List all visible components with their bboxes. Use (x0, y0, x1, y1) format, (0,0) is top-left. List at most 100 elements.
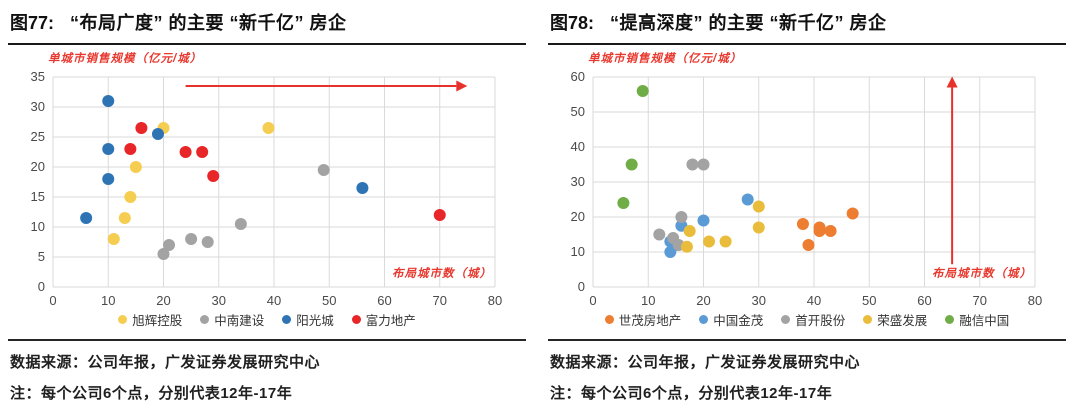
legend-label: 旭辉控股 (132, 313, 183, 328)
data-point (129, 161, 142, 173)
x-tick-label: 50 (862, 293, 876, 308)
x-axis-label: 布局城市数（城） (932, 268, 1032, 280)
legend-item: 旭辉控股 (118, 310, 182, 329)
y-tick-label: 20 (31, 159, 45, 174)
figure-78-legend: 世茂房地产 中国金茂 首开股份 荣盛发展 融信中国 (548, 309, 1066, 329)
legend-swatch (945, 314, 955, 324)
data-point (124, 191, 137, 203)
data-point (433, 209, 446, 221)
figure-77-header: 图77: “布局广度” 的主要 “新千亿” 房企 (8, 5, 526, 45)
trend-arrowhead (456, 80, 468, 92)
data-point (234, 218, 247, 230)
legend-item: 世茂房地产 (604, 310, 682, 329)
legend-label: 富力地产 (365, 313, 416, 328)
y-tick-label: 25 (31, 129, 45, 144)
figure-78-header: 图78: “提高深度” 的主要 “新千亿” 房企 (548, 5, 1066, 45)
data-point (118, 212, 131, 224)
data-point (80, 212, 93, 224)
y-tick-label: 40 (571, 139, 585, 154)
divider-line (548, 339, 1066, 341)
scatter-plot-77: 0 5 10 15 20 25 30 35 0 10 20 30 40 50 60 70 80 (31, 69, 503, 308)
legend-item: 阳光城 (282, 310, 334, 329)
figure-78-chart: 单城市销售规模（亿元/城） 0 10 20 30 40 50 60 0 10 20 30 40 50 60… (548, 47, 1066, 309)
legend-swatch (200, 314, 210, 324)
data-point (697, 214, 710, 227)
x-tick-label: 20 (696, 293, 710, 308)
x-tick-label: 10 (101, 293, 115, 308)
data-point (196, 146, 209, 158)
legend-label: 融信中国 (959, 313, 1010, 328)
x-tick-label: 30 (212, 293, 226, 308)
legend-item: 首开股份 (781, 310, 845, 329)
data-point (813, 225, 826, 237)
data-point (752, 221, 765, 234)
data-point (824, 225, 837, 237)
y-tick-label: 35 (31, 69, 45, 84)
figure-77-panel: 图77: “布局广度” 的主要 “新千亿” 房企 单城市销售规模（亿元/城） 0… (0, 5, 540, 420)
source-line: 数据来源：公司年报，广发证券发展研究中心 (10, 354, 321, 371)
note-line: 注：每个公司6个点，分别代表12年-17年 (550, 385, 833, 402)
legend-swatch (699, 314, 709, 324)
figure-title: “布局广度” 的主要 “新千亿” 房企 (70, 13, 347, 33)
data-point (664, 246, 677, 258)
data-point (703, 235, 716, 248)
data-point (262, 122, 275, 134)
data-point (102, 143, 115, 155)
data-point (317, 164, 330, 176)
y-tick-label: 10 (571, 244, 585, 259)
y-axis-label: 单城市销售规模（亿元/城） (48, 53, 203, 65)
x-tick-label: 70 (973, 293, 987, 308)
data-point (185, 233, 198, 245)
x-tick-label: 60 (917, 293, 931, 308)
legend-label: 荣盛发展 (877, 313, 928, 328)
data-point (653, 228, 666, 241)
scatter-plot-78: 0 10 20 30 40 50 60 0 10 20 30 40 50 60 70 80 (571, 69, 1043, 308)
data-point (675, 211, 688, 223)
data-point (625, 158, 638, 171)
figure-77-chart: 单城市销售规模（亿元/城） 0 5 10 15 20 25 30 35 0 10 20 30 40 50 6… (8, 47, 526, 309)
x-tick-label: 0 (49, 293, 56, 308)
data-point (752, 200, 765, 213)
y-tick-label: 20 (571, 209, 585, 224)
data-point (686, 158, 699, 171)
data-point (124, 143, 137, 155)
data-point (207, 170, 220, 182)
x-tick-label: 40 (267, 293, 281, 308)
trend-arrowhead (946, 76, 958, 88)
data-point (107, 233, 120, 245)
data-point (179, 146, 192, 158)
data-point (697, 158, 710, 171)
divider-line (8, 339, 526, 341)
data-point (201, 236, 214, 248)
legend-swatch (604, 314, 614, 324)
y-axis-label: 单城市销售规模（亿元/城） (588, 53, 743, 65)
legend-label: 世茂房地产 (618, 313, 682, 328)
y-tick-label: 60 (571, 69, 585, 84)
y-tick-label: 30 (571, 174, 585, 189)
y-tick-label: 15 (31, 189, 45, 204)
y-tick-label: 50 (571, 104, 585, 119)
legend-item: 中南建设 (200, 310, 264, 329)
x-tick-label: 70 (433, 293, 447, 308)
data-point (617, 197, 630, 209)
x-tick-label: 60 (377, 293, 391, 308)
legend-item: 荣盛发展 (863, 310, 927, 329)
legend-label: 中南建设 (214, 313, 265, 328)
data-point (151, 128, 164, 140)
data-point (741, 193, 754, 206)
data-point (102, 173, 115, 185)
legend-label: 中国金茂 (713, 313, 764, 328)
data-point (796, 218, 809, 230)
data-point (636, 85, 649, 97)
data-point (102, 95, 115, 107)
legend-label: 首开股份 (795, 313, 846, 328)
x-tick-label: 0 (589, 293, 596, 308)
data-point (163, 239, 176, 251)
data-point (802, 239, 815, 251)
x-tick-label: 40 (807, 293, 821, 308)
figure-number: 图78: (550, 13, 595, 33)
data-point (719, 235, 732, 248)
legend-swatch (282, 314, 292, 324)
data-point (135, 122, 148, 134)
y-tick-label: 10 (31, 219, 45, 234)
